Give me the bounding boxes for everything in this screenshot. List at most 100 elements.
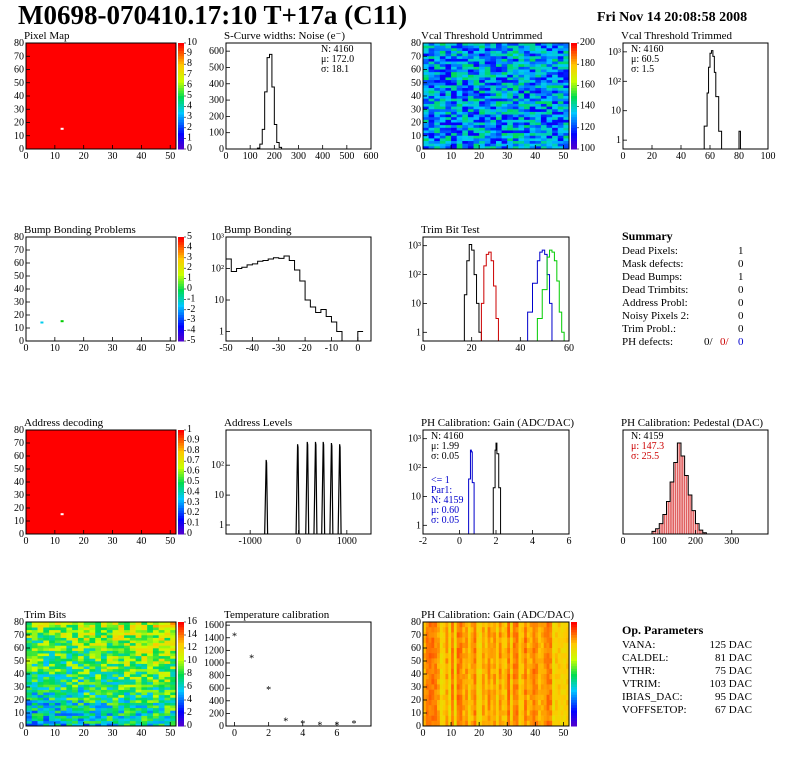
heatmap-cell [487, 694, 491, 701]
heatmap-cell [129, 715, 136, 719]
heatmap-cell [479, 93, 486, 97]
heatmap-cell [546, 66, 553, 70]
heatmap-cell [77, 650, 84, 654]
heatmap-cell [147, 629, 154, 633]
heatmap-cell [83, 627, 90, 631]
heatmap-cell [535, 85, 542, 89]
palette-label: 1 [187, 132, 192, 143]
heatmap-cell [529, 58, 536, 62]
heatmap-cell [512, 700, 516, 706]
heatmap-cell [43, 648, 50, 651]
heatmap-cell [470, 700, 474, 706]
summary-value: 0 [738, 310, 744, 322]
heatmap-cell [72, 645, 79, 649]
heatmap-cell [439, 106, 446, 110]
heatmap-cell [546, 56, 553, 60]
heatmap-cell [479, 127, 486, 131]
heatmap-cell [106, 681, 113, 685]
heatmap-cell [83, 692, 90, 696]
heatmap-cell [49, 632, 56, 636]
heatmap-cell [37, 676, 44, 680]
heatmap-cell [49, 661, 56, 664]
heatmap-cell [507, 56, 514, 60]
heatmap-cell [473, 710, 477, 716]
palette-swatch [178, 237, 184, 241]
heatmap-cell [31, 668, 38, 672]
heatmap-cell [451, 103, 457, 107]
heatmap-cell [462, 82, 469, 86]
heatmap-cell [512, 125, 519, 129]
heatmap-cell [147, 715, 154, 719]
heatmap-cell [563, 705, 567, 711]
heatmap-cell [428, 653, 432, 659]
heatmap-cell [484, 648, 488, 654]
heatmap-cell [504, 710, 508, 716]
heatmap-cell [442, 622, 446, 628]
heatmap-cell [496, 658, 500, 664]
heatmap-cell [152, 674, 159, 677]
palette-label: -1 [187, 293, 195, 304]
heatmap-cell [473, 679, 477, 685]
heatmap-cell [451, 117, 457, 121]
heatmap-cell [490, 56, 497, 60]
heatmap-cell [529, 50, 536, 54]
heatmap-cell [129, 629, 136, 633]
address-peak [313, 441, 318, 535]
heatmap-cell [552, 111, 559, 115]
heatmap-cell [510, 627, 514, 633]
stats-line: N: 4159 [631, 431, 664, 442]
heatmap-cell [170, 713, 177, 716]
heatmap-cell [512, 653, 516, 659]
heatmap-cell [141, 681, 148, 685]
heatmap-cell [473, 98, 480, 102]
heatmap-cell [425, 658, 429, 664]
heatmap-cell [467, 127, 474, 131]
heatmap-cell [563, 74, 570, 78]
heatmap-cell [434, 58, 441, 62]
heatmap-cell [467, 658, 472, 664]
heatmap-cell [518, 58, 525, 62]
heatmap-cell [524, 43, 530, 46]
heatmap-cell [456, 74, 463, 78]
palette-swatch [178, 661, 184, 665]
heatmap-cell [95, 692, 102, 696]
heatmap-cell [158, 723, 165, 727]
palette-swatch [571, 45, 577, 49]
heatmap-cell [563, 648, 567, 654]
heatmap-cell [83, 645, 90, 649]
heatmap-cell [490, 679, 494, 685]
heatmap-cell [106, 697, 113, 701]
heatmap-cell [158, 645, 165, 649]
heatmap-cell [72, 697, 79, 701]
heatmap-cell [504, 705, 508, 711]
heatmap-cell [501, 653, 505, 659]
heatmap-cell [563, 122, 570, 126]
heatmap-cell [512, 64, 519, 68]
y-tick-label: 1600 [204, 620, 224, 631]
heatmap-cell [95, 629, 102, 633]
heatmap-cell [141, 650, 148, 654]
heatmap-cell [147, 705, 154, 709]
palette-swatch [178, 255, 184, 259]
heatmap-cell [484, 56, 491, 60]
heatmap-cell [158, 705, 165, 709]
heatmap-cell [490, 146, 497, 150]
heatmap-cell [26, 692, 33, 696]
heatmap-cell [442, 700, 446, 706]
heatmap-cell [77, 674, 84, 677]
heatmap-cell [106, 650, 113, 654]
heatmap-cell [152, 658, 159, 662]
heatmap-cell [66, 710, 73, 714]
heatmap-cell [481, 642, 486, 649]
heatmap-cell [535, 122, 542, 126]
heatmap-cell [540, 627, 545, 633]
heatmap-cell [54, 715, 61, 719]
heatmap-cell [473, 668, 477, 675]
heatmap-cell [141, 671, 148, 675]
heatmap-cell [49, 637, 56, 641]
heatmap-cell [135, 697, 142, 701]
heatmap-cell [549, 653, 553, 659]
heatmap-cell [521, 663, 525, 670]
heatmap-cell [437, 684, 441, 690]
heatmap-cell [170, 684, 177, 688]
